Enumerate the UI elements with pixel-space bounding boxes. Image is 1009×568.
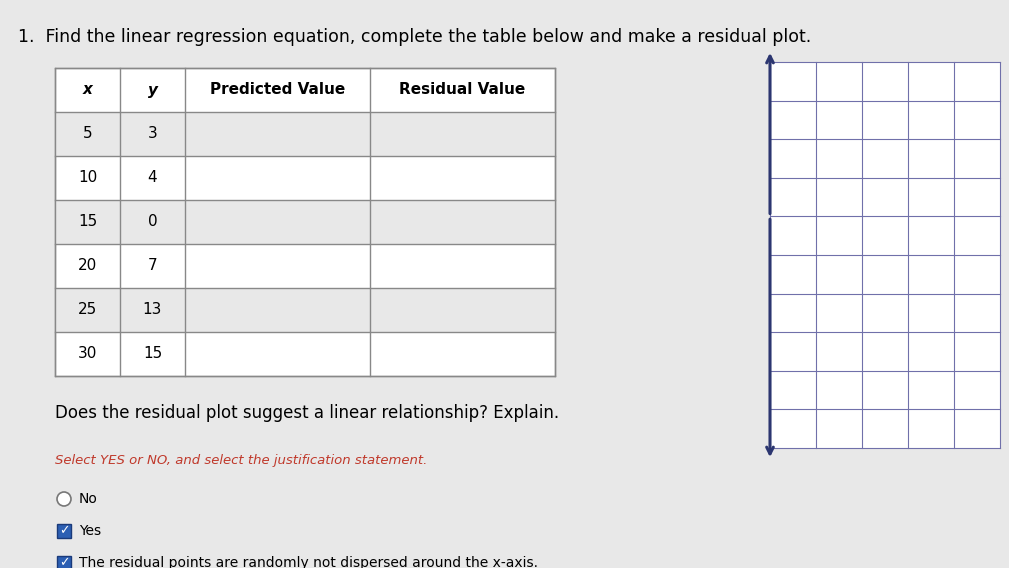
Text: Select YES or NO, and select the justification statement.: Select YES or NO, and select the justifi… — [55, 454, 428, 467]
Bar — [55, 200, 555, 244]
Text: 15: 15 — [143, 346, 162, 361]
Text: No: No — [79, 492, 98, 506]
Text: 1.  Find the linear regression equation, complete the table below and make a res: 1. Find the linear regression equation, … — [18, 28, 811, 46]
Text: Predicted Value: Predicted Value — [210, 82, 345, 98]
Bar — [55, 68, 555, 376]
Text: 15: 15 — [78, 215, 97, 229]
Text: Yes: Yes — [79, 524, 101, 538]
Bar — [55, 112, 555, 156]
Bar — [57, 524, 71, 538]
Text: 13: 13 — [143, 303, 162, 318]
Text: y: y — [147, 82, 157, 98]
Text: Does the residual plot suggest a linear relationship? Explain.: Does the residual plot suggest a linear … — [55, 404, 559, 422]
Text: The residual points are randomly not dispersed around the x-axis.: The residual points are randomly not dis… — [79, 556, 538, 568]
Text: 3: 3 — [147, 127, 157, 141]
Text: ✓: ✓ — [59, 524, 70, 537]
Text: 10: 10 — [78, 170, 97, 186]
Bar — [57, 556, 71, 568]
Text: 7: 7 — [147, 258, 157, 274]
Text: 30: 30 — [78, 346, 97, 361]
Text: 25: 25 — [78, 303, 97, 318]
Text: 20: 20 — [78, 258, 97, 274]
Text: Residual Value: Residual Value — [400, 82, 526, 98]
Bar — [770, 62, 1000, 448]
Text: ✓: ✓ — [59, 557, 70, 568]
Text: 5: 5 — [83, 127, 92, 141]
Text: 4: 4 — [147, 170, 157, 186]
Circle shape — [57, 492, 71, 506]
Text: x: x — [83, 82, 93, 98]
Text: 0: 0 — [147, 215, 157, 229]
Bar — [55, 288, 555, 332]
